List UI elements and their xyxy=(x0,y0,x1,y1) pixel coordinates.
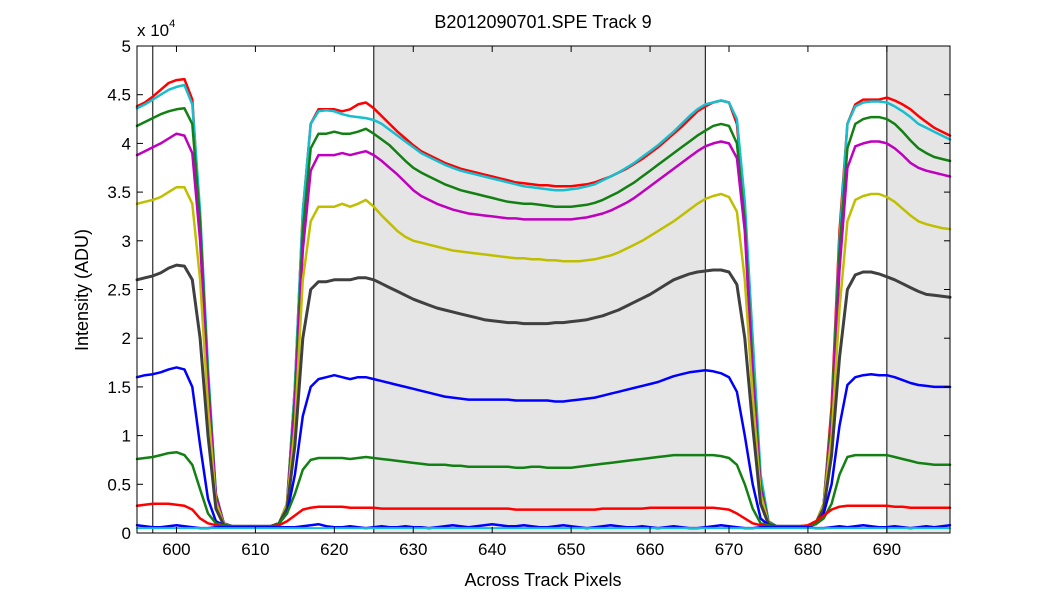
shaded-regions xyxy=(373,46,950,533)
shaded-region-2 xyxy=(886,46,950,533)
x-tick-label: 690 xyxy=(873,540,901,559)
shaded-region-1 xyxy=(373,46,706,533)
y-tick-label: 0.5 xyxy=(107,475,131,494)
x-tick-label: 610 xyxy=(241,540,269,559)
x-tick-label: 620 xyxy=(320,540,348,559)
x-tick-label: 600 xyxy=(162,540,190,559)
y-tick-label: 0 xyxy=(122,524,131,543)
y-axis-ticks: 0 0.5 1 1.5 2 2.5 3 3.5 4 4.5 5 xyxy=(107,37,950,543)
x-tick-label: 660 xyxy=(636,540,664,559)
vertical-markers xyxy=(152,46,888,533)
x-axis-label: Across Track Pixels xyxy=(464,570,621,590)
x-tick-label: 640 xyxy=(478,540,506,559)
series-lines xyxy=(135,77,952,530)
y-axis-multiplier-power: 4 xyxy=(169,18,175,30)
y-axis-multiplier-base: x 10 xyxy=(137,21,169,40)
y-tick-label: 4.5 xyxy=(107,86,131,105)
y-axis-label: Intensity (ADU) xyxy=(72,229,92,351)
x-tick-label: 650 xyxy=(557,540,585,559)
y-tick-label: 2 xyxy=(122,329,131,348)
y-axis-multiplier: x 104 xyxy=(137,18,175,40)
chart-title: B2012090701.SPE Track 9 xyxy=(434,12,651,32)
x-tick-label: 670 xyxy=(715,540,743,559)
y-tick-label: 1 xyxy=(122,427,131,446)
y-tick-label: 3 xyxy=(122,232,131,251)
y-tick-label: 4 xyxy=(122,134,131,153)
x-tick-label: 680 xyxy=(794,540,822,559)
y-tick-label: 3.5 xyxy=(107,183,131,202)
y-tick-label: 2.5 xyxy=(107,281,131,300)
y-tick-label: 5 xyxy=(122,37,131,56)
x-tick-label: 630 xyxy=(399,540,427,559)
x-axis-ticks: 600 610 620 630 640 650 660 670 680 690 xyxy=(162,46,901,559)
y-tick-label: 1.5 xyxy=(107,378,131,397)
